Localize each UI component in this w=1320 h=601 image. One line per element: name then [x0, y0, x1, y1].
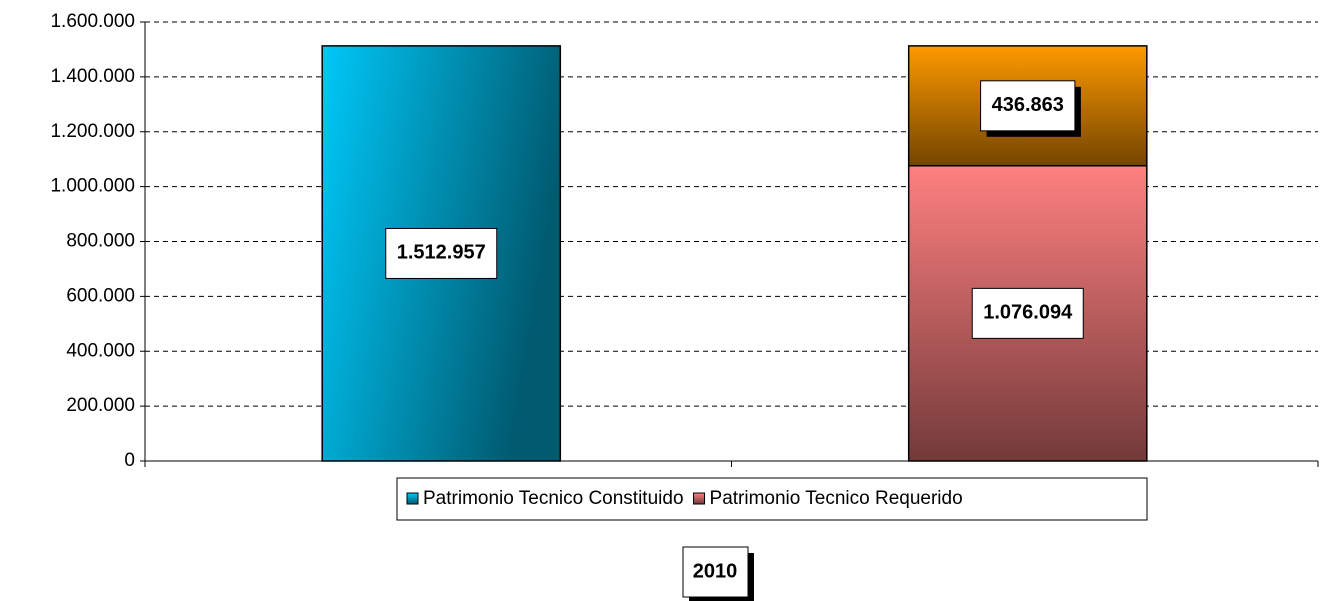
- value-label: 1.512.957: [385, 227, 498, 279]
- y-tick-label: 1.000.000: [50, 176, 135, 197]
- x-label-box: [682, 546, 749, 598]
- legend-marker-shade: [693, 493, 705, 504]
- value-label: 436.863: [980, 80, 1081, 137]
- y-tick-label: 1.400.000: [50, 66, 135, 87]
- y-tick-label: 200.000: [66, 395, 135, 416]
- legend-label: Patrimonio Tecnico Requerido: [710, 488, 963, 509]
- legend-label: Patrimonio Tecnico Constituido: [423, 488, 684, 509]
- legend-box: [396, 477, 1148, 521]
- y-tick-label: 1.600.000: [50, 11, 135, 32]
- y-tick-label: 0: [124, 450, 135, 471]
- y-tick-label: 800.000: [66, 231, 135, 252]
- x-label: 2010: [693, 560, 738, 582]
- value-label-text: 436.863: [992, 94, 1064, 116]
- y-tick-label: 600.000: [66, 285, 135, 306]
- legend-marker-shade: [407, 493, 418, 504]
- y-tick-label: 1.200.000: [50, 121, 135, 142]
- value-label: 1.076.094: [971, 287, 1084, 339]
- value-label-box: [980, 80, 1076, 132]
- value-label-text: 1.076.094: [983, 302, 1073, 324]
- value-label-text: 1.512.957: [397, 242, 486, 264]
- y-tick-label: 400.000: [66, 340, 135, 361]
- value-label-box: [971, 287, 1084, 339]
- value-label-box: [385, 227, 498, 279]
